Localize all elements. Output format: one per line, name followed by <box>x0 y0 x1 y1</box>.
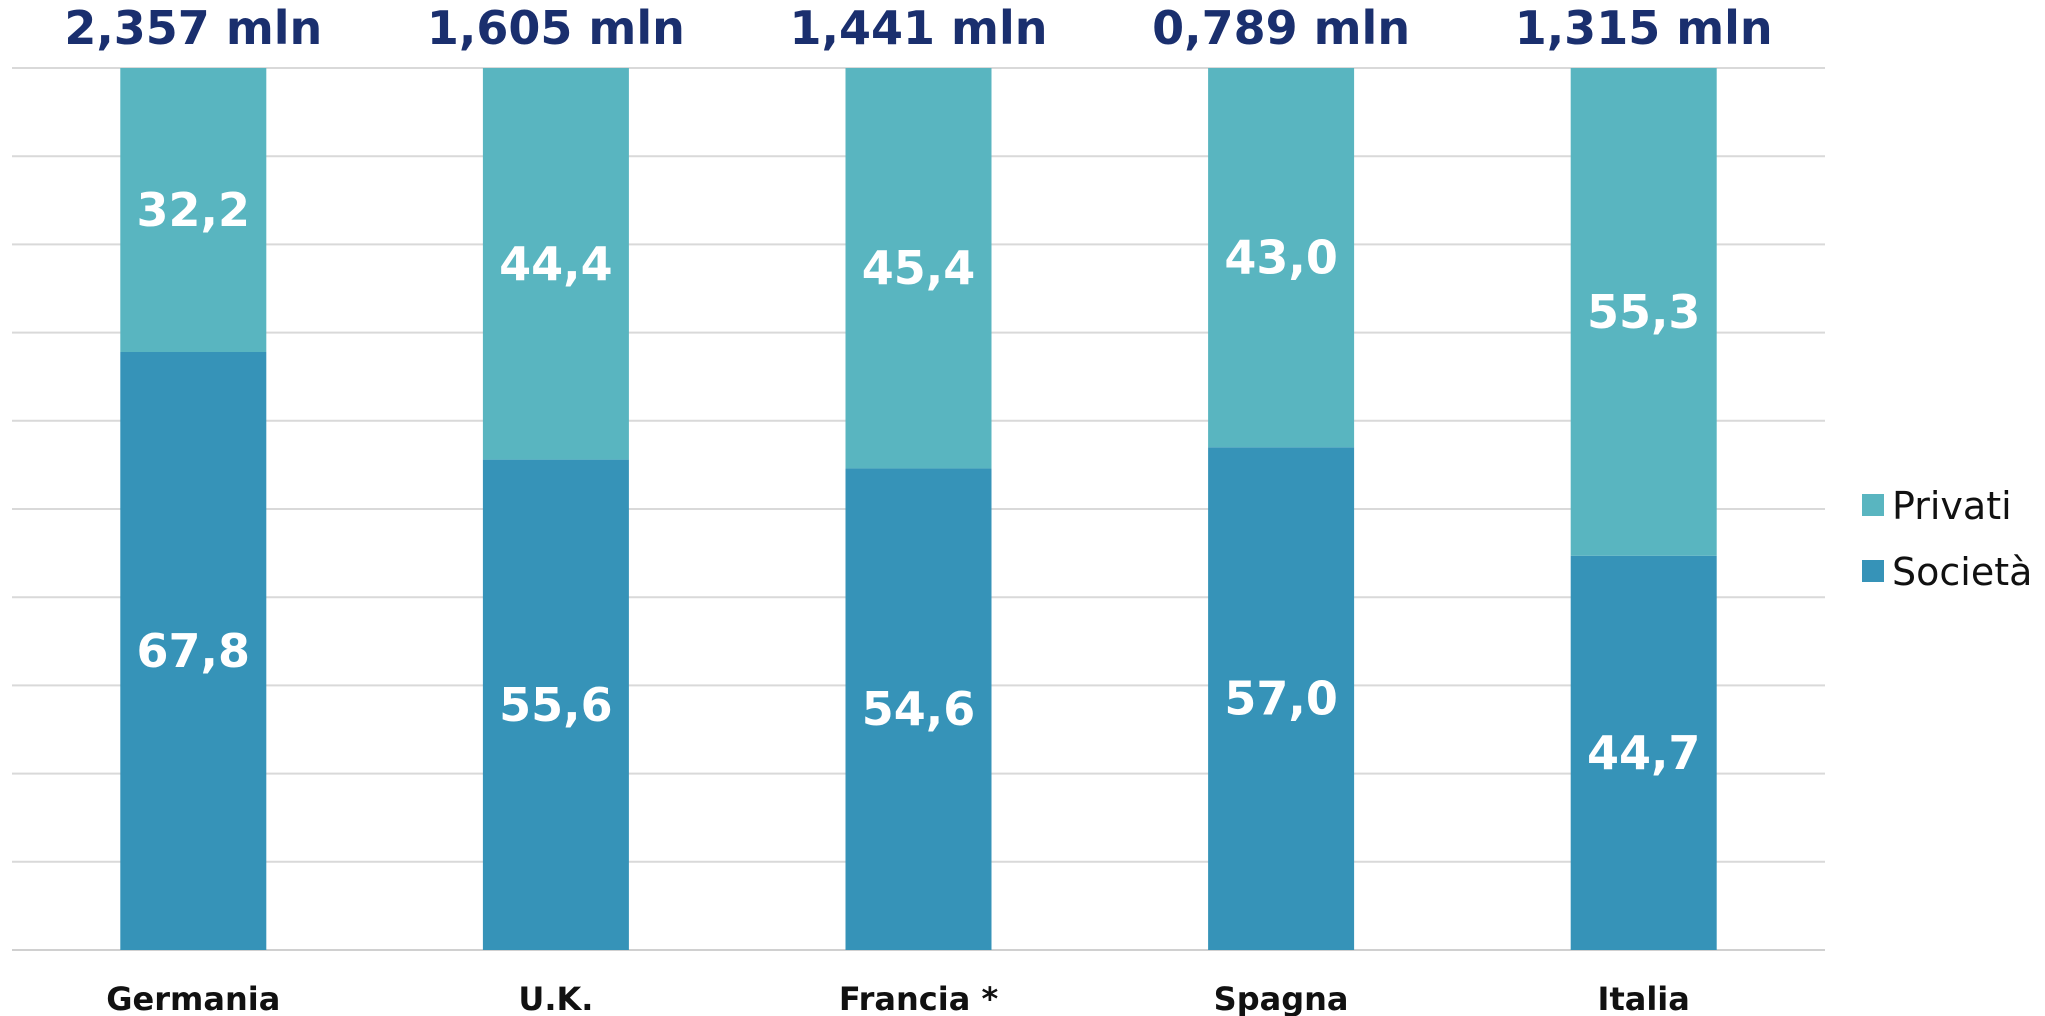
total-label: 1,441 mln <box>790 1 1048 55</box>
bar-privati-0 <box>120 68 267 353</box>
legend-label: Privati <box>1892 484 2012 528</box>
legend-swatch <box>1862 560 1884 582</box>
bar-privati-1 <box>482 68 629 460</box>
legend-label: Società <box>1892 550 2032 594</box>
bars <box>120 68 1717 950</box>
bar-privati-2 <box>845 68 992 469</box>
category-axis-labels: Germania U.K. Francia * Spagna Italia <box>106 980 1690 1016</box>
total-labels: 2,357 mln 1,605 mln 1,441 mln 0,789 mln 1,31… <box>64 1 1772 55</box>
data-label: 55,6 <box>499 678 613 732</box>
data-label: 57,0 <box>1224 672 1338 726</box>
bar-societ--0 <box>120 352 267 950</box>
data-label: 54,6 <box>862 682 976 736</box>
legend: Privati Società <box>1862 484 2032 594</box>
total-label: 1,605 mln <box>427 1 685 55</box>
category-label: U.K. <box>518 980 593 1016</box>
data-label: 32,2 <box>137 183 251 237</box>
legend-swatch <box>1862 494 1884 516</box>
data-labels: 67,8 32,2 55,6 44,4 54,6 45,4 57,0 43,0 44,7 55,3 <box>137 183 1701 780</box>
data-label: 44,7 <box>1587 726 1701 780</box>
bar-privati-4 <box>1570 68 1717 556</box>
data-label: 45,4 <box>862 241 976 295</box>
legend-item: Società <box>1862 550 2032 594</box>
category-label: Italia <box>1598 980 1690 1016</box>
total-label: 1,315 mln <box>1515 1 1773 55</box>
data-label: 44,4 <box>499 237 613 291</box>
bar-societ--1 <box>482 459 629 950</box>
bar-privati-3 <box>1208 68 1355 448</box>
data-label: 55,3 <box>1587 285 1701 339</box>
legend-item: Privati <box>1862 484 2012 528</box>
category-label: Spagna <box>1214 980 1349 1016</box>
total-label: 2,357 mln <box>64 1 322 55</box>
bar-societ--2 <box>845 468 992 950</box>
bar-societ--3 <box>1208 447 1355 950</box>
data-label: 43,0 <box>1224 231 1338 285</box>
category-label: Germania <box>106 980 280 1016</box>
category-label: Francia * <box>839 980 999 1016</box>
total-label: 0,789 mln <box>1152 1 1410 55</box>
bar-societ--4 <box>1570 555 1717 950</box>
data-label: 67,8 <box>137 624 251 678</box>
